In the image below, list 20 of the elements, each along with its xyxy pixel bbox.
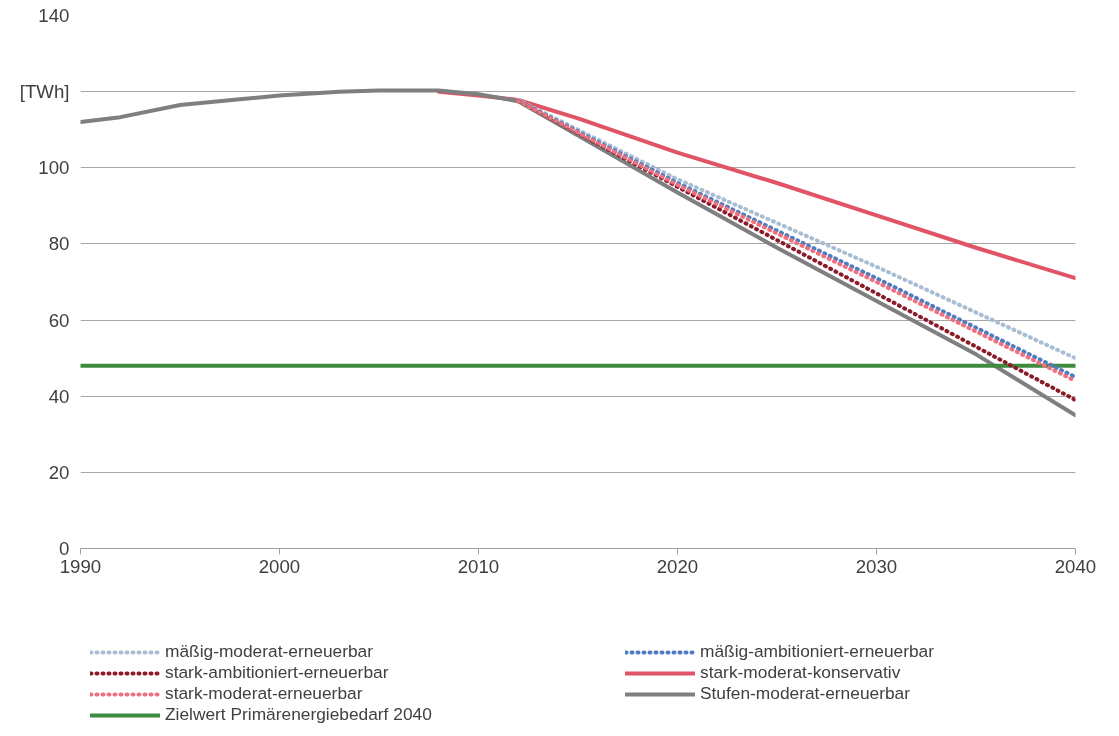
x-tick-label: 2030 — [855, 555, 898, 577]
line-series — [80, 88, 1076, 418]
legend-label: stark-ambitioniert-erneuerbar — [165, 662, 390, 683]
legend-label: mäßig-moderat-erneuerbar — [165, 641, 375, 662]
y-tick-label: 60 — [48, 309, 70, 331]
y-tick-label: 80 — [48, 233, 70, 255]
legend-label: Stufen-moderat-erneuerbar — [700, 683, 911, 704]
x-tick-label: 2000 — [258, 555, 301, 577]
y-tick-label: 40 — [48, 385, 70, 407]
x-tick-label: 2010 — [457, 555, 500, 577]
x-tick-label: 2020 — [656, 555, 699, 577]
legend-label: Zielwert Primärenergiebedarf 2040 — [165, 704, 433, 725]
y-tick-label: 140 — [38, 5, 70, 26]
y-tick-label: 100 — [38, 157, 70, 179]
y-tick-label: [TWh] — [19, 81, 70, 103]
legend-label: stark-moderat-erneuerbar — [165, 683, 364, 704]
y-tick-label: 20 — [48, 461, 70, 483]
legend-label: mäßig-ambitioniert-erneuerbar — [700, 641, 936, 662]
legend-label: stark-moderat-konservativ — [700, 662, 902, 683]
x-tick-label: 2040 — [1054, 555, 1097, 577]
